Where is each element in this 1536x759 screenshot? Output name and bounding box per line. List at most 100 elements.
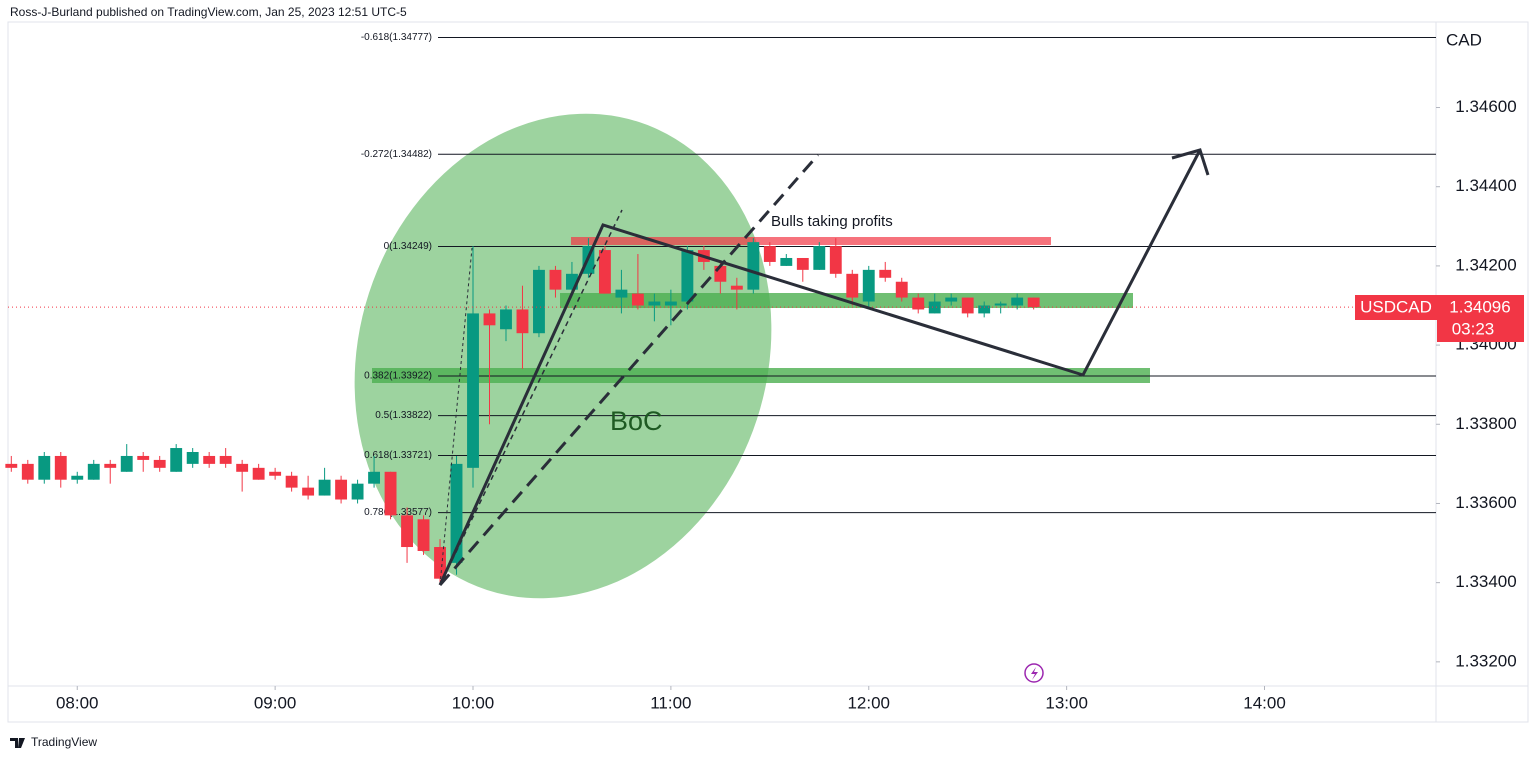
candle-body xyxy=(813,246,826,270)
candle-body xyxy=(153,459,166,468)
candle-body xyxy=(368,471,381,484)
candle-body xyxy=(252,467,265,480)
channel-line xyxy=(439,209,623,586)
candle-body xyxy=(681,250,694,302)
candle-body xyxy=(862,269,875,302)
candle-body xyxy=(912,297,925,310)
candle-body xyxy=(631,293,644,306)
candle-body xyxy=(203,455,216,464)
x-tick-label: 08:00 xyxy=(56,693,99,712)
candle-body xyxy=(928,301,941,314)
candle-body xyxy=(598,250,611,294)
candle-body xyxy=(615,289,628,298)
candle-body xyxy=(994,303,1007,306)
fib-label: 0.5(1.33822) xyxy=(375,410,432,421)
countdown: 03:23 xyxy=(1452,319,1495,338)
logo-mark xyxy=(10,738,25,748)
currency: CAD xyxy=(1446,30,1482,49)
candle-body xyxy=(1011,297,1024,306)
fib-label: 0.786(1.33577) xyxy=(364,507,432,518)
candle-body xyxy=(533,269,545,334)
candle-body xyxy=(318,479,331,496)
annotation: Bulls taking profits xyxy=(771,213,893,230)
candle-body xyxy=(483,313,496,326)
candle-body xyxy=(450,463,463,563)
candle-body xyxy=(417,519,430,551)
y-tick-label: 1.34200 xyxy=(1455,255,1516,274)
candle-body xyxy=(763,246,776,262)
y-tick-label: 1.33200 xyxy=(1455,651,1516,670)
candle-body xyxy=(38,455,51,480)
candle-body xyxy=(351,483,364,500)
candle-body xyxy=(895,281,908,298)
candle-body xyxy=(170,448,183,472)
resistance-zone xyxy=(571,237,1051,245)
candle-body xyxy=(54,455,67,480)
candle-body xyxy=(961,297,974,314)
candle-body xyxy=(730,285,743,290)
x-tick-label: 14:00 xyxy=(1243,693,1286,712)
candle-body xyxy=(434,547,446,579)
candle-body xyxy=(21,463,34,480)
candle-body xyxy=(137,455,150,460)
candle-body xyxy=(104,463,117,468)
candle-body xyxy=(549,269,562,290)
fib-label: 0.382(1.33922) xyxy=(364,371,432,382)
candle-body xyxy=(747,242,760,290)
last-price-bg xyxy=(1437,295,1524,342)
candle-body xyxy=(829,246,842,274)
candle-body xyxy=(648,301,661,306)
arrow-head xyxy=(1171,148,1210,176)
y-tick-label: 1.33400 xyxy=(1455,572,1516,591)
y-tick-label: 1.34600 xyxy=(1455,97,1516,116)
candle-body xyxy=(236,463,249,472)
candle-body xyxy=(401,515,413,548)
chart-frame xyxy=(7,21,1529,723)
fib-label: 0.618(1.33721) xyxy=(364,450,432,461)
header: Ross-J-Burland published on TradingView.… xyxy=(10,5,407,19)
event-icon-bolt xyxy=(1031,667,1038,680)
x-tick-label: 12:00 xyxy=(847,693,890,712)
candle-body xyxy=(467,313,479,468)
candle-body xyxy=(780,257,793,266)
candle-body xyxy=(219,455,232,464)
fib-label: -0.272(1.34482) xyxy=(361,149,432,160)
symbol-label: USDCAD xyxy=(1360,297,1432,316)
candle-body xyxy=(302,487,315,496)
x-tick-label: 13:00 xyxy=(1045,693,1088,712)
candle-body xyxy=(87,463,100,480)
candle-body xyxy=(516,309,529,334)
candle-body xyxy=(846,273,859,298)
y-tick-label: 1.34400 xyxy=(1455,176,1516,195)
candle-body xyxy=(978,305,991,314)
candle-body xyxy=(1027,297,1040,308)
candle-body xyxy=(879,269,892,278)
x-tick-label: 10:00 xyxy=(452,693,495,712)
x-tick-label: 09:00 xyxy=(254,693,297,712)
y-tick-label: 1.33600 xyxy=(1455,493,1516,512)
candle-body xyxy=(5,463,18,468)
candle-body xyxy=(120,455,133,472)
x-tick-label: 11:00 xyxy=(650,693,691,712)
candle-body xyxy=(285,475,298,488)
candle-body xyxy=(384,471,397,516)
footer-logo: TradingView xyxy=(31,735,97,749)
candle-body xyxy=(186,451,199,464)
candle-body xyxy=(566,273,578,290)
candle-body xyxy=(71,475,84,480)
y-tick-label: 1.33800 xyxy=(1455,414,1516,433)
fib-trend-line xyxy=(439,247,473,586)
channel-line xyxy=(438,154,820,586)
fib-label: 0(1.34249) xyxy=(384,241,432,252)
candle-body xyxy=(500,309,512,330)
projection-path xyxy=(438,149,1202,586)
last-price-label: 1.34096 xyxy=(1449,297,1510,316)
symbol-label-bg xyxy=(1355,295,1437,320)
candle-body xyxy=(664,301,677,306)
candle-body xyxy=(335,479,348,500)
candle-body xyxy=(269,471,282,476)
candle-body xyxy=(796,257,809,270)
candle-body xyxy=(945,297,958,302)
candle-body xyxy=(714,265,727,282)
